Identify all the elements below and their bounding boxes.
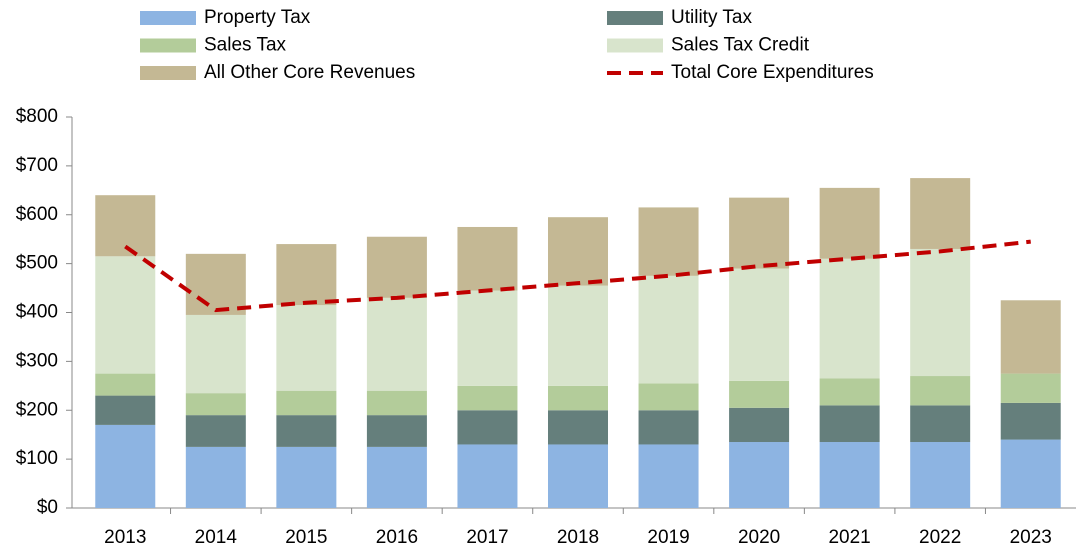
bar-segment (638, 383, 699, 411)
bar-segment (1000, 439, 1061, 508)
bar-segment (95, 195, 156, 257)
bar-segment (276, 305, 337, 391)
legend-label: Total Core Expenditures (671, 62, 874, 83)
x-tick-label: 2019 (647, 527, 689, 548)
legend-label: All Other Core Revenues (204, 62, 415, 83)
bar-segment (638, 207, 699, 276)
bar-segment (1000, 300, 1061, 374)
bar-segment (185, 415, 246, 447)
bar-segment (729, 380, 790, 408)
bar-segment (95, 424, 156, 508)
bar-segment (638, 444, 699, 508)
bar-segment (185, 393, 246, 416)
bar-segment (457, 444, 518, 508)
legend-label: Property Tax (204, 7, 311, 28)
bar-segment (95, 373, 156, 396)
legend-label: Sales Tax (204, 35, 287, 56)
y-tick-label: $700 (16, 155, 58, 176)
bar-segment (366, 236, 427, 298)
x-tick-label: 2013 (104, 527, 146, 548)
bar-segment (457, 385, 518, 411)
bar-segment (548, 385, 608, 411)
bar-segment (910, 178, 971, 249)
bar-segment (366, 297, 427, 391)
x-tick-label: 2023 (1010, 527, 1052, 548)
bar-segment (276, 390, 337, 416)
bar-segment (729, 407, 790, 443)
bar-segment (819, 187, 880, 259)
y-tick-label: $800 (16, 106, 58, 127)
bar-segment (729, 268, 790, 381)
bar-segment (276, 415, 337, 447)
bar-segment (548, 285, 608, 386)
bar-segment (185, 446, 246, 508)
legend-swatch (140, 11, 196, 25)
bar-segment (548, 410, 608, 445)
bar-segment (366, 390, 427, 416)
bar-segment (1000, 402, 1061, 440)
legend-swatch (140, 38, 196, 53)
bar-segment (819, 258, 880, 379)
y-tick-label: $400 (16, 302, 58, 323)
bar-segment (457, 290, 518, 386)
bar-segment (638, 275, 699, 384)
bar-segment (729, 197, 790, 269)
y-tick-label: $0 (37, 497, 58, 518)
bar-segment (819, 405, 880, 443)
y-tick-label: $300 (16, 350, 58, 371)
bar-segment (819, 378, 880, 406)
bar-segment (910, 376, 971, 406)
legend-swatch (607, 38, 663, 53)
x-tick-label: 2016 (376, 527, 418, 548)
y-tick-label: $600 (16, 204, 58, 225)
bar-segment (1000, 373, 1061, 403)
bar-segment (457, 410, 518, 445)
x-tick-label: 2022 (919, 527, 961, 548)
bar-segment (548, 217, 608, 286)
bar-segment (457, 226, 518, 291)
bar-segment (95, 256, 156, 374)
x-tick-label: 2021 (828, 527, 870, 548)
bar-segment (910, 405, 971, 443)
x-tick-label: 2014 (195, 527, 238, 548)
legend-label: Utility Tax (671, 7, 752, 28)
bar-segment (366, 415, 427, 447)
x-tick-label: 2015 (285, 527, 327, 548)
x-tick-label: 2017 (466, 527, 508, 548)
y-tick-label: $100 (16, 448, 58, 469)
bar-segment (185, 253, 246, 315)
bar-segment (729, 442, 790, 508)
bar-segment (185, 314, 246, 394)
legend-swatch (140, 66, 196, 80)
bar-segment (276, 244, 337, 306)
y-tick-label: $500 (16, 253, 58, 274)
bar-segment (910, 442, 971, 508)
legend-swatch (607, 11, 663, 25)
legend-label: Sales Tax Credit (671, 35, 810, 56)
bar-segment (910, 248, 971, 377)
bar-segment (819, 442, 880, 508)
bar-segment (276, 446, 337, 508)
x-tick-label: 2020 (738, 527, 780, 548)
bar-segment (548, 444, 608, 508)
y-tick-label: $200 (16, 399, 58, 420)
line-series (124, 239, 1031, 313)
x-tick-label: 2018 (557, 527, 599, 548)
bar-segment (95, 395, 156, 425)
bar-segment (366, 446, 427, 508)
bar-segment (638, 410, 699, 445)
